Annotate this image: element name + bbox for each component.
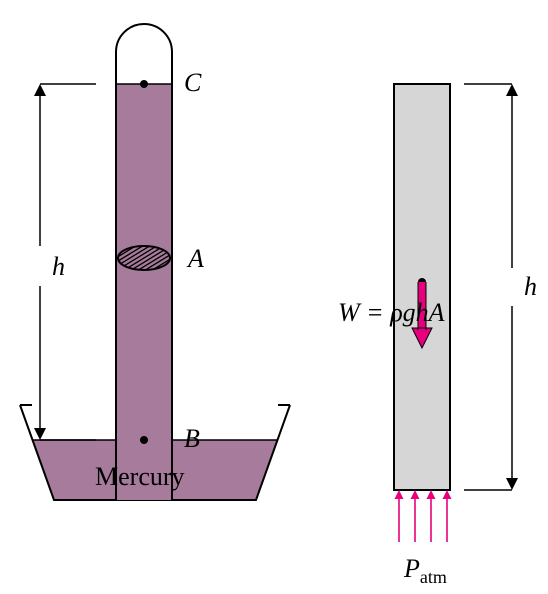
label-B: B xyxy=(184,424,200,454)
label-C: C xyxy=(184,68,201,98)
label-W-equation: W = ρghA xyxy=(338,298,445,328)
label-h-right: h xyxy=(524,272,537,302)
label-mercury: Mercury xyxy=(95,462,185,492)
label-A: A xyxy=(188,244,204,274)
label-P-atm: Patm xyxy=(404,554,447,588)
label-h-left: h xyxy=(52,252,65,282)
barometer-diagram xyxy=(0,0,548,594)
